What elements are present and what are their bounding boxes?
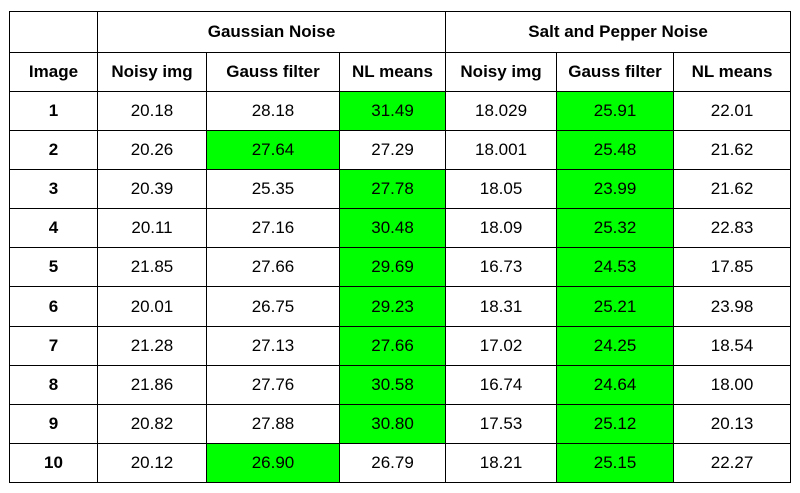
cell-sp-nl-means: 20.13 (673, 403, 792, 444)
cell-sp-gauss-filter: 25.32 (556, 208, 675, 249)
column-header-sp-noisy: Noisy img (445, 52, 558, 92)
cell-gaussian-noisy: 21.28 (97, 325, 207, 366)
cell-gaussian-noisy: 20.18 (97, 90, 207, 132)
group-header-gaussian: Gaussian Noise (96, 11, 447, 53)
cell-sp-nl-means: 23.98 (673, 286, 792, 327)
table-row: 6 20.01 26.75 29.23 18.31 25.21 23.98 (9, 286, 792, 327)
cell-gaussian-noisy: 20.82 (97, 403, 207, 444)
cell-gaussian-gauss-filter: 26.90 (206, 442, 340, 483)
table-row: 2 20.26 27.64 27.29 18.001 25.48 21.62 (9, 130, 792, 171)
cell-gaussian-nl-means: 29.23 (338, 286, 447, 327)
column-header-gaussian-gauss-filter: Gauss filter (206, 52, 340, 92)
cell-sp-nl-means: 18.54 (673, 325, 792, 366)
cell-gaussian-nl-means: 27.78 (338, 169, 447, 210)
table-row: 4 20.11 27.16 30.48 18.09 25.32 22.83 (9, 208, 792, 249)
cell-sp-nl-means: 21.62 (673, 169, 792, 210)
group-header-salt-pepper: Salt and Pepper Noise (445, 11, 792, 53)
column-header-sp-gauss-filter: Gauss filter (556, 52, 675, 92)
cell-sp-nl-means: 18.00 (673, 364, 792, 405)
cell-gaussian-gauss-filter: 27.66 (206, 247, 340, 288)
column-header-row: Image Noisy img Gauss filter NL means No… (9, 52, 792, 92)
cell-sp-gauss-filter: 24.25 (556, 325, 675, 366)
cell-sp-gauss-filter: 24.64 (556, 364, 675, 405)
cell-sp-noisy: 18.09 (445, 208, 558, 249)
column-header-image: Image (9, 52, 98, 92)
column-header-gaussian-nl-means: NL means (338, 52, 447, 92)
cell-gaussian-nl-means: 27.66 (338, 325, 447, 366)
row-image-number: 8 (9, 364, 98, 405)
cell-gaussian-nl-means: 31.49 (338, 90, 447, 132)
cell-sp-noisy: 16.74 (445, 364, 558, 405)
table-row: 8 21.86 27.76 30.58 16.74 24.64 18.00 (9, 364, 792, 405)
row-image-number: 6 (9, 286, 98, 327)
cell-gaussian-nl-means: 30.80 (338, 403, 447, 444)
column-header-gaussian-noisy: Noisy img (97, 52, 207, 92)
cell-gaussian-noisy: 21.86 (97, 364, 207, 405)
corner-cell (9, 11, 98, 53)
cell-sp-noisy: 18.029 (445, 90, 558, 132)
cell-gaussian-nl-means: 27.29 (338, 130, 447, 171)
table-row: 9 20.82 27.88 30.80 17.53 25.12 20.13 (9, 403, 792, 444)
cell-sp-noisy: 18.05 (445, 169, 558, 210)
cell-sp-noisy: 16.73 (445, 247, 558, 288)
cell-gaussian-gauss-filter: 27.16 (206, 208, 340, 249)
row-image-number: 1 (9, 90, 98, 132)
cell-sp-noisy: 17.53 (445, 403, 558, 444)
row-image-number: 10 (9, 442, 98, 483)
cell-sp-nl-means: 22.01 (673, 90, 792, 132)
cell-gaussian-noisy: 20.39 (97, 169, 207, 210)
cell-sp-nl-means: 22.27 (673, 442, 792, 483)
row-image-number: 4 (9, 208, 98, 249)
cell-gaussian-gauss-filter: 27.13 (206, 325, 340, 366)
cell-gaussian-gauss-filter: 25.35 (206, 169, 340, 210)
row-image-number: 2 (9, 130, 98, 171)
table-body: 1 20.18 28.18 31.49 18.029 25.91 22.01 2 20.26 27… (9, 90, 792, 483)
cell-gaussian-noisy: 20.12 (97, 442, 207, 483)
cell-gaussian-gauss-filter: 27.76 (206, 364, 340, 405)
cell-gaussian-noisy: 20.26 (97, 130, 207, 171)
cell-gaussian-gauss-filter: 27.64 (206, 130, 340, 171)
cell-gaussian-nl-means: 26.79 (338, 442, 447, 483)
cell-sp-gauss-filter: 25.15 (556, 442, 675, 483)
table-row: 1 20.18 28.18 31.49 18.029 25.91 22.01 (9, 90, 792, 132)
cell-sp-noisy: 18.31 (445, 286, 558, 327)
cell-sp-gauss-filter: 25.48 (556, 130, 675, 171)
cell-sp-nl-means: 21.62 (673, 130, 792, 171)
cell-sp-gauss-filter: 25.21 (556, 286, 675, 327)
cell-sp-noisy: 18.21 (445, 442, 558, 483)
cell-gaussian-nl-means: 29.69 (338, 247, 447, 288)
cell-gaussian-noisy: 20.01 (97, 286, 207, 327)
cell-gaussian-noisy: 21.85 (97, 247, 207, 288)
cell-gaussian-gauss-filter: 27.88 (206, 403, 340, 444)
cell-sp-gauss-filter: 24.53 (556, 247, 675, 288)
group-header-row: Gaussian Noise Salt and Pepper Noise (9, 11, 792, 53)
cell-sp-noisy: 18.001 (445, 130, 558, 171)
cell-sp-noisy: 17.02 (445, 325, 558, 366)
table-row: 7 21.28 27.13 27.66 17.02 24.25 18.54 (9, 325, 792, 366)
column-header-sp-nl-means: NL means (673, 52, 792, 92)
cell-sp-nl-means: 17.85 (673, 247, 792, 288)
results-table-container: Gaussian Noise Salt and Pepper Noise Ima… (9, 11, 792, 483)
cell-gaussian-noisy: 20.11 (97, 208, 207, 249)
cell-sp-nl-means: 22.83 (673, 208, 792, 249)
cell-gaussian-nl-means: 30.58 (338, 364, 447, 405)
cell-gaussian-nl-means: 30.48 (338, 208, 447, 249)
cell-gaussian-gauss-filter: 26.75 (206, 286, 340, 327)
row-image-number: 7 (9, 325, 98, 366)
cell-gaussian-gauss-filter: 28.18 (206, 90, 340, 132)
row-image-number: 5 (9, 247, 98, 288)
table-row: 10 20.12 26.90 26.79 18.21 25.15 22.27 (9, 442, 792, 483)
cell-sp-gauss-filter: 25.12 (556, 403, 675, 444)
results-table: Gaussian Noise Salt and Pepper Noise Ima… (9, 11, 792, 483)
table-row: 3 20.39 25.35 27.78 18.05 23.99 21.62 (9, 169, 792, 210)
row-image-number: 9 (9, 403, 98, 444)
row-image-number: 3 (9, 169, 98, 210)
cell-sp-gauss-filter: 25.91 (556, 90, 675, 132)
cell-sp-gauss-filter: 23.99 (556, 169, 675, 210)
table-row: 5 21.85 27.66 29.69 16.73 24.53 17.85 (9, 247, 792, 288)
